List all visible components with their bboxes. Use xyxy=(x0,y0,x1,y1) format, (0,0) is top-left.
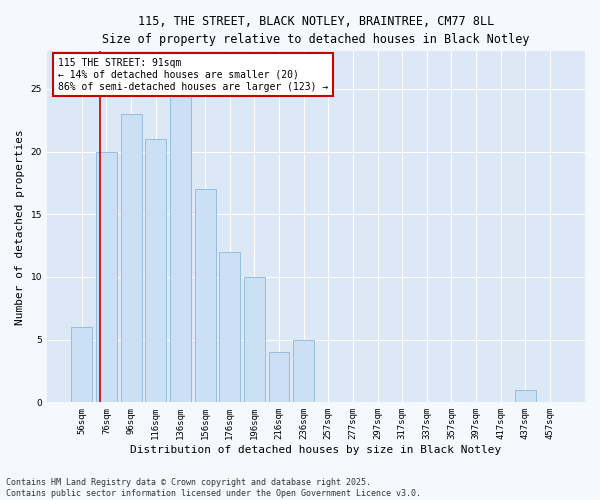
Text: Contains HM Land Registry data © Crown copyright and database right 2025.
Contai: Contains HM Land Registry data © Crown c… xyxy=(6,478,421,498)
Bar xyxy=(244,277,265,402)
Bar xyxy=(96,152,117,402)
Title: 115, THE STREET, BLACK NOTLEY, BRAINTREE, CM77 8LL
Size of property relative to : 115, THE STREET, BLACK NOTLEY, BRAINTREE… xyxy=(102,15,530,46)
Bar xyxy=(515,390,536,402)
Y-axis label: Number of detached properties: Number of detached properties xyxy=(15,129,25,324)
Bar xyxy=(219,252,240,402)
X-axis label: Distribution of detached houses by size in Black Notley: Distribution of detached houses by size … xyxy=(130,445,502,455)
Bar xyxy=(145,139,166,402)
Bar xyxy=(269,352,289,403)
Bar xyxy=(194,189,215,402)
Bar xyxy=(121,114,142,403)
Text: 115 THE STREET: 91sqm
← 14% of detached houses are smaller (20)
86% of semi-deta: 115 THE STREET: 91sqm ← 14% of detached … xyxy=(58,58,328,92)
Bar xyxy=(71,327,92,402)
Bar xyxy=(293,340,314,402)
Bar xyxy=(170,89,191,402)
